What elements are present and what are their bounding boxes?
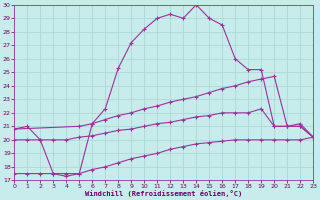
X-axis label: Windchill (Refroidissement éolien,°C): Windchill (Refroidissement éolien,°C) [85, 190, 242, 197]
